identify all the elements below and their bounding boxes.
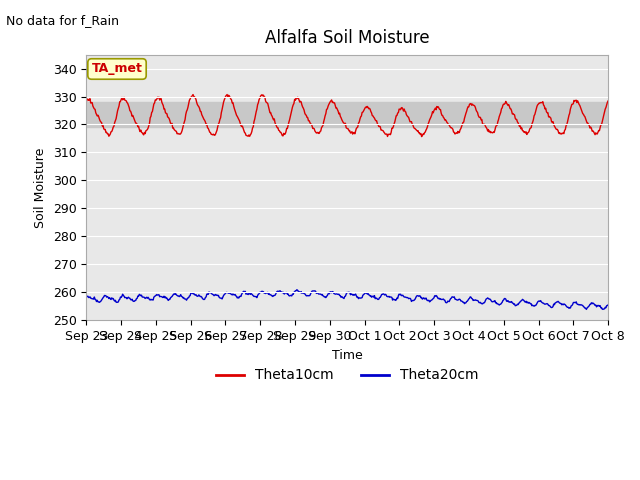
Legend: Theta10cm, Theta20cm: Theta10cm, Theta20cm — [211, 363, 484, 388]
X-axis label: Time: Time — [332, 349, 363, 362]
Y-axis label: Soil Moisture: Soil Moisture — [34, 147, 47, 228]
Theta10cm — [198, 113, 206, 119]
Line: Theta20cm: Theta20cm — [86, 290, 608, 310]
Theta20cm — [426, 298, 434, 304]
Theta20cm — [293, 287, 301, 293]
Theta10cm — [418, 134, 426, 140]
Theta20cm — [92, 297, 100, 302]
Text: No data for f_Rain: No data for f_Rain — [6, 14, 120, 27]
Theta10cm — [604, 98, 612, 104]
Theta20cm — [83, 294, 90, 300]
Theta20cm — [412, 296, 419, 302]
Line: Theta10cm: Theta10cm — [86, 95, 608, 137]
Theta10cm — [83, 99, 90, 105]
Theta10cm — [227, 96, 235, 102]
Text: TA_met: TA_met — [92, 62, 143, 75]
Theta10cm — [146, 120, 154, 126]
Theta20cm — [582, 307, 590, 312]
Bar — [86, 102, 608, 127]
Theta20cm — [146, 297, 154, 302]
Theta20cm — [604, 302, 612, 308]
Theta20cm — [226, 290, 234, 296]
Title: Alfalfa Soil Moisture: Alfalfa Soil Moisture — [265, 29, 429, 48]
Theta10cm — [412, 126, 419, 132]
Theta20cm — [198, 296, 206, 301]
Theta10cm — [223, 92, 231, 97]
Theta10cm — [92, 110, 100, 116]
Theta10cm — [428, 114, 435, 120]
